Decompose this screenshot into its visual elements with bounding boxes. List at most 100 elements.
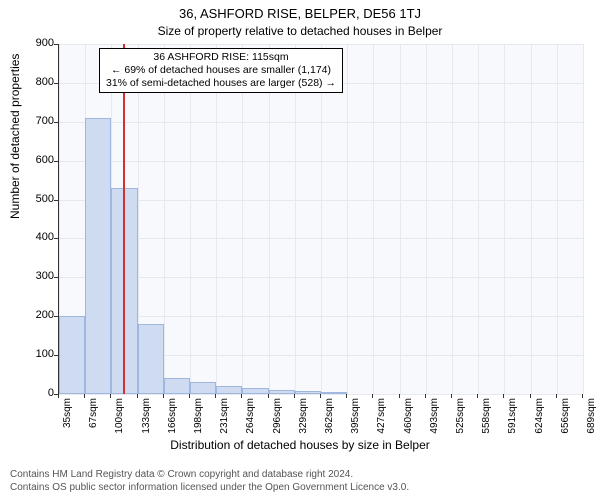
ytick-mark (54, 83, 58, 84)
histogram-bar (85, 118, 111, 394)
histogram-bar (59, 316, 85, 394)
ytick-label: 200 (14, 309, 54, 321)
ytick-mark (54, 122, 58, 123)
histogram-bar (242, 388, 268, 394)
gridline-v (504, 44, 505, 394)
footer-attribution: Contains HM Land Registry data © Crown c… (10, 469, 409, 494)
xtick-label: 67sqm (88, 398, 99, 448)
gridline-v (373, 44, 374, 394)
ytick-mark (54, 200, 58, 201)
annotation-line-3: 31% of semi-detached houses are larger (… (106, 77, 336, 90)
xtick-mark (241, 394, 242, 398)
xtick-label: 100sqm (114, 398, 125, 448)
gridline-v (426, 44, 427, 394)
xtick-label: 624sqm (534, 398, 545, 448)
gridline-h (59, 394, 583, 395)
xtick-label: 133sqm (141, 398, 152, 448)
xtick-mark (320, 394, 321, 398)
ytick-label: 0 (14, 387, 54, 399)
xtick-mark (189, 394, 190, 398)
xtick-mark (137, 394, 138, 398)
xtick-label: 493sqm (429, 398, 440, 448)
marker-line (123, 44, 125, 394)
gridline-v (400, 44, 401, 394)
gridline-v (557, 44, 558, 394)
ytick-label: 800 (14, 76, 54, 88)
gridline-v (347, 44, 348, 394)
gridline-v (190, 44, 191, 394)
ytick-mark (54, 44, 58, 45)
xtick-label: 656sqm (560, 398, 571, 448)
gridline-v (295, 44, 296, 394)
gridline-v (269, 44, 270, 394)
ytick-mark (54, 316, 58, 317)
xtick-label: 558sqm (481, 398, 492, 448)
gridline-v (164, 44, 165, 394)
xtick-label: 525sqm (455, 398, 466, 448)
histogram-bar (295, 391, 321, 394)
xtick-mark (556, 394, 557, 398)
xtick-label: 362sqm (324, 398, 335, 448)
annotation-line-2: ← 69% of detached houses are smaller (1,… (106, 64, 336, 77)
xtick-label: 395sqm (350, 398, 361, 448)
xtick-mark (372, 394, 373, 398)
histogram-bar (321, 392, 347, 394)
xtick-mark (110, 394, 111, 398)
chart-title-sub: Size of property relative to detached ho… (0, 24, 600, 38)
plot-area: 36 ASHFORD RISE: 115sqm← 69% of detached… (58, 44, 583, 395)
xtick-label: 231sqm (219, 398, 230, 448)
histogram-bar (190, 382, 216, 394)
xtick-label: 296sqm (272, 398, 283, 448)
xtick-label: 264sqm (245, 398, 256, 448)
xtick-mark (58, 394, 59, 398)
xtick-mark (215, 394, 216, 398)
xtick-label: 427sqm (376, 398, 387, 448)
gridline-v (452, 44, 453, 394)
gridline-v (242, 44, 243, 394)
ytick-label: 500 (14, 193, 54, 205)
xtick-mark (346, 394, 347, 398)
xtick-mark (294, 394, 295, 398)
histogram-bar (216, 386, 242, 394)
histogram-bar (269, 390, 295, 394)
footer-line-1: Contains HM Land Registry data © Crown c… (10, 469, 409, 482)
annotation-line-1: 36 ASHFORD RISE: 115sqm (106, 51, 336, 64)
ytick-mark (54, 238, 58, 239)
footer-line-2: Contains OS public sector information li… (10, 482, 409, 495)
ytick-mark (54, 277, 58, 278)
xtick-mark (163, 394, 164, 398)
xtick-label: 35sqm (62, 398, 73, 448)
xtick-label: 198sqm (193, 398, 204, 448)
gridline-v (216, 44, 217, 394)
xtick-mark (399, 394, 400, 398)
xtick-mark (268, 394, 269, 398)
ytick-label: 400 (14, 231, 54, 243)
ytick-label: 300 (14, 270, 54, 282)
xtick-label: 689sqm (586, 398, 597, 448)
ytick-mark (54, 161, 58, 162)
xtick-label: 166sqm (167, 398, 178, 448)
ytick-label: 600 (14, 154, 54, 166)
gridline-v (478, 44, 479, 394)
xtick-mark (503, 394, 504, 398)
xtick-mark (582, 394, 583, 398)
ytick-label: 700 (14, 115, 54, 127)
gridline-v (531, 44, 532, 394)
xtick-mark (451, 394, 452, 398)
xtick-mark (84, 394, 85, 398)
xtick-mark (530, 394, 531, 398)
ytick-mark (54, 355, 58, 356)
xtick-mark (425, 394, 426, 398)
xtick-label: 591sqm (507, 398, 518, 448)
xtick-mark (477, 394, 478, 398)
gridline-v (321, 44, 322, 394)
xtick-label: 460sqm (403, 398, 414, 448)
xtick-label: 329sqm (298, 398, 309, 448)
ytick-label: 100 (14, 348, 54, 360)
gridline-v (583, 44, 584, 394)
histogram-bar (164, 378, 190, 394)
annotation-box: 36 ASHFORD RISE: 115sqm← 69% of detached… (99, 48, 343, 93)
ytick-label: 900 (14, 37, 54, 49)
histogram-bar (138, 324, 164, 394)
chart-title-main: 36, ASHFORD RISE, BELPER, DE56 1TJ (0, 6, 600, 21)
